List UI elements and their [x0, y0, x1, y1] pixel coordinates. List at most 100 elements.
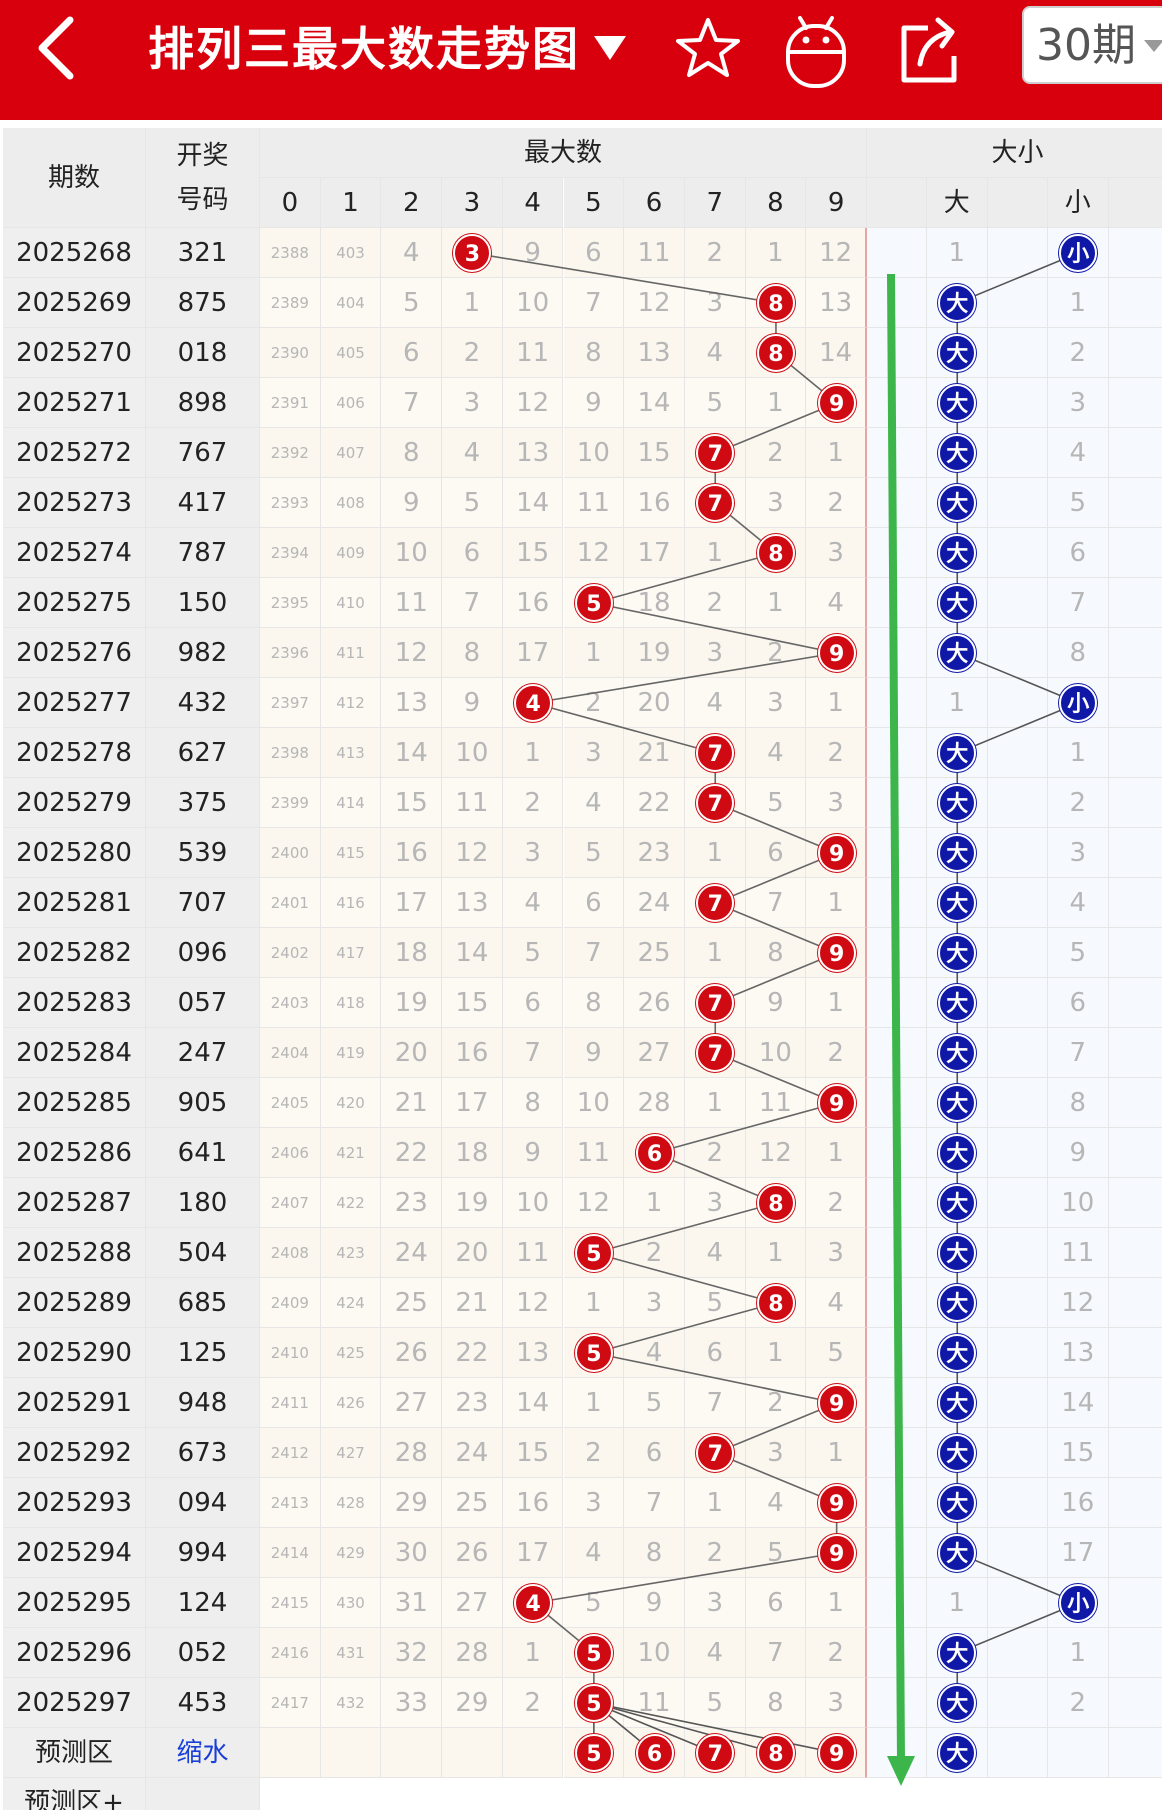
miss-cell-0: 2390 — [260, 328, 321, 378]
back-arrow-icon[interactable] — [30, 12, 90, 84]
miss-cell-6: 6 — [624, 1428, 685, 1478]
miss-cell-2: 31 — [381, 1578, 443, 1628]
draw-number-cell: 417 — [146, 478, 260, 528]
predict-size-cell-2[interactable] — [1048, 1728, 1109, 1778]
miss-cell-1: 415 — [320, 828, 382, 878]
predict-cell-3[interactable] — [442, 1728, 503, 1778]
dropdown-triangle-icon[interactable] — [590, 30, 630, 66]
size-header-3 — [1108, 178, 1162, 228]
miss-cell-3: 19 — [442, 1178, 503, 1228]
size-ball: 大 — [938, 1534, 977, 1572]
miss-cell-3: 28 — [442, 1628, 503, 1678]
predict-cell-0[interactable] — [260, 1728, 321, 1778]
miss-cell-0: 2411 — [260, 1378, 321, 1428]
period-select-value: 30期 — [1036, 20, 1136, 71]
digit-header-3: 3 — [442, 178, 503, 228]
miss-cell-8: 7 — [745, 1628, 807, 1678]
period-cell: 2025294 — [3, 1528, 146, 1578]
miss-cell-1: 429 — [320, 1528, 382, 1578]
predict-size-cell-3[interactable] — [1108, 1728, 1162, 1778]
miss-cell-2: 14 — [381, 728, 443, 778]
miss-cell-1: 428 — [320, 1478, 382, 1528]
size-ball: 小 — [1059, 1584, 1098, 1622]
miss-cell-4: 14 — [502, 478, 564, 528]
miss-cell-2: 25 — [381, 1278, 443, 1328]
size-miss-cell-2: 4 — [1048, 428, 1109, 478]
size-ball: 小 — [1059, 234, 1098, 272]
digit-header-9: 9 — [806, 178, 867, 228]
size-miss-cell-2: 12 — [1048, 1278, 1109, 1328]
predict-ball: 5 — [574, 1734, 613, 1772]
size-miss-cell-3 — [1108, 628, 1162, 678]
miss-cell-4: 11 — [502, 1228, 564, 1278]
max-digit-ball: 3 — [453, 234, 492, 272]
miss-cell-7: 4 — [684, 1628, 746, 1678]
size-ball: 小 — [1059, 684, 1098, 722]
miss-cell-0: 2402 — [260, 928, 321, 978]
size-miss-cell-1 — [987, 928, 1048, 978]
period-cell: 2025281 — [3, 878, 146, 928]
miss-cell-4: 16 — [502, 578, 564, 628]
miss-cell-5: 3 — [563, 1478, 625, 1528]
size-miss-cell-2: 5 — [1048, 478, 1109, 528]
size-ball: 大 — [938, 1084, 977, 1122]
period-cell: 2025278 — [3, 728, 146, 778]
predict-cell-2[interactable] — [381, 1728, 443, 1778]
predict-ball: 7 — [696, 1734, 735, 1772]
size-miss-cell-3 — [1108, 1578, 1162, 1628]
miss-cell-0: 2406 — [260, 1128, 321, 1178]
miss-cell-9: 2 — [806, 728, 867, 778]
draw-number-cell: 504 — [146, 1228, 260, 1278]
size-miss-cell-2: 6 — [1048, 978, 1109, 1028]
size-miss-cell-2: 2 — [1048, 1678, 1109, 1728]
digit-header-5: 5 — [563, 178, 625, 228]
predict-cell-1[interactable] — [320, 1728, 382, 1778]
predict-size-cell-1[interactable] — [987, 1728, 1048, 1778]
miss-cell-0: 2414 — [260, 1528, 321, 1578]
predict-shrink-link[interactable]: 缩水 — [146, 1728, 260, 1778]
miss-cell-0: 2405 — [260, 1078, 321, 1128]
max-digit-ball: 9 — [817, 634, 856, 672]
max-digit-ball: 5 — [574, 1234, 613, 1272]
size-miss-cell-2: 11 — [1048, 1228, 1109, 1278]
miss-cell-0: 2389 — [260, 278, 321, 328]
size-miss-cell-3 — [1108, 528, 1162, 578]
size-miss-cell-3 — [1108, 1628, 1162, 1678]
miss-cell-0: 2413 — [260, 1478, 321, 1528]
miss-cell-3: 12 — [442, 828, 503, 878]
draw-number-cell: 124 — [146, 1578, 260, 1628]
period-cell: 2025268 — [3, 228, 146, 278]
miss-cell-1: 403 — [320, 228, 382, 278]
miss-cell-5: 10 — [563, 428, 625, 478]
period-select[interactable]: 30期 — [1022, 6, 1162, 84]
size-miss-cell-3 — [1108, 1078, 1162, 1128]
size-miss-cell-3 — [1108, 1378, 1162, 1428]
miss-cell-3: 27 — [442, 1578, 503, 1628]
digit-header-1: 1 — [320, 178, 382, 228]
size-miss-cell-1 — [987, 828, 1048, 878]
period-cell: 2025296 — [3, 1628, 146, 1678]
max-digit-ball: 7 — [696, 784, 735, 822]
miss-cell-0: 2396 — [260, 628, 321, 678]
miss-cell-0: 2397 — [260, 678, 321, 728]
miss-cell-3: 22 — [442, 1328, 503, 1378]
period-cell: 2025274 — [3, 528, 146, 578]
miss-cell-2: 28 — [381, 1428, 443, 1478]
max-digit-ball: 9 — [817, 384, 856, 422]
page-title[interactable]: 排列三最大数走势图 — [148, 22, 580, 76]
predict-cell-4[interactable] — [502, 1728, 564, 1778]
star-icon[interactable] — [668, 6, 748, 90]
size-miss-cell-3 — [1108, 928, 1162, 978]
size-ball: 大 — [938, 1334, 977, 1372]
miss-cell-6: 25 — [624, 928, 685, 978]
size-miss-cell-2: 13 — [1048, 1328, 1109, 1378]
miss-cell-1: 406 — [320, 378, 382, 428]
miss-cell-3: 2 — [442, 328, 503, 378]
share-icon[interactable] — [888, 6, 968, 90]
android-icon[interactable] — [776, 6, 856, 90]
miss-cell-2: 10 — [381, 528, 443, 578]
miss-cell-3: 3 — [442, 378, 503, 428]
size-ball: 大 — [938, 984, 977, 1022]
miss-cell-4: 2 — [502, 778, 564, 828]
size-miss-cell-1 — [987, 378, 1048, 428]
